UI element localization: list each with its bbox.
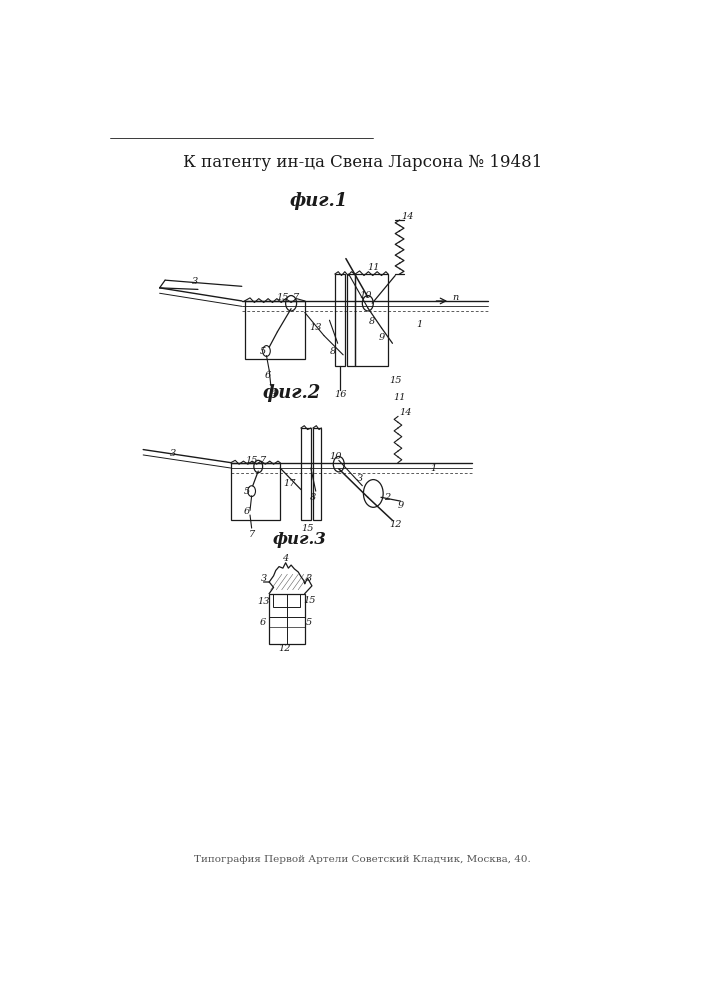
Text: 6: 6 bbox=[244, 507, 250, 516]
Text: 15: 15 bbox=[389, 376, 402, 385]
Text: 16: 16 bbox=[334, 390, 346, 399]
Text: 14: 14 bbox=[402, 212, 414, 221]
Text: 2: 2 bbox=[384, 493, 390, 502]
Text: 10: 10 bbox=[329, 452, 342, 461]
Bar bbox=[269, 594, 305, 644]
Bar bbox=[273, 594, 300, 607]
Text: 13: 13 bbox=[257, 597, 270, 606]
Text: 8: 8 bbox=[330, 347, 337, 356]
Text: 1: 1 bbox=[416, 320, 423, 329]
Text: 3: 3 bbox=[170, 449, 177, 458]
Text: 4: 4 bbox=[283, 554, 288, 563]
Text: 6: 6 bbox=[264, 371, 271, 380]
Bar bbox=[301, 428, 311, 520]
Text: 3: 3 bbox=[192, 277, 199, 286]
Text: 5: 5 bbox=[244, 487, 250, 496]
Text: 1: 1 bbox=[431, 464, 437, 473]
Text: 10: 10 bbox=[359, 291, 371, 300]
Text: 11: 11 bbox=[393, 393, 406, 402]
Bar bbox=[231, 463, 280, 520]
Text: 3: 3 bbox=[261, 574, 267, 583]
Text: n: n bbox=[452, 293, 459, 302]
Text: 7: 7 bbox=[259, 456, 266, 465]
Bar bbox=[335, 274, 345, 366]
Text: 9: 9 bbox=[378, 333, 385, 342]
Text: 7: 7 bbox=[293, 293, 298, 302]
Text: К патенту ин-ца Свена Ларсона № 19481: К патенту ин-ца Свена Ларсона № 19481 bbox=[182, 154, 542, 171]
Text: 8: 8 bbox=[369, 317, 375, 326]
Text: 12: 12 bbox=[389, 520, 402, 529]
Text: 3: 3 bbox=[356, 474, 363, 483]
Text: 4: 4 bbox=[271, 389, 276, 398]
Bar bbox=[313, 428, 321, 520]
Text: 11: 11 bbox=[367, 263, 380, 272]
Text: 15: 15 bbox=[303, 596, 315, 605]
Bar bbox=[355, 274, 388, 366]
Text: 9: 9 bbox=[397, 500, 404, 510]
Text: фиг.3: фиг.3 bbox=[272, 531, 326, 548]
Text: 13: 13 bbox=[310, 323, 322, 332]
Text: Типография Первой Артели Советский Кладчик, Москва, 40.: Типография Первой Артели Советский Кладч… bbox=[194, 855, 531, 864]
Text: 6: 6 bbox=[259, 618, 266, 627]
Bar bbox=[245, 301, 305, 359]
Text: 15: 15 bbox=[245, 456, 258, 465]
Text: 3: 3 bbox=[306, 574, 312, 583]
Text: 7: 7 bbox=[249, 530, 255, 539]
Text: фиг.1: фиг.1 bbox=[289, 192, 348, 210]
Text: 12: 12 bbox=[279, 644, 291, 653]
Text: 8: 8 bbox=[310, 493, 316, 502]
Text: 17: 17 bbox=[284, 479, 296, 488]
Text: 5: 5 bbox=[259, 347, 266, 356]
Text: фиг.2: фиг.2 bbox=[262, 384, 320, 402]
Text: 15: 15 bbox=[301, 524, 314, 533]
Text: 5: 5 bbox=[306, 618, 312, 627]
Text: 14: 14 bbox=[399, 408, 411, 417]
Bar bbox=[347, 274, 355, 366]
Text: 15: 15 bbox=[276, 293, 289, 302]
